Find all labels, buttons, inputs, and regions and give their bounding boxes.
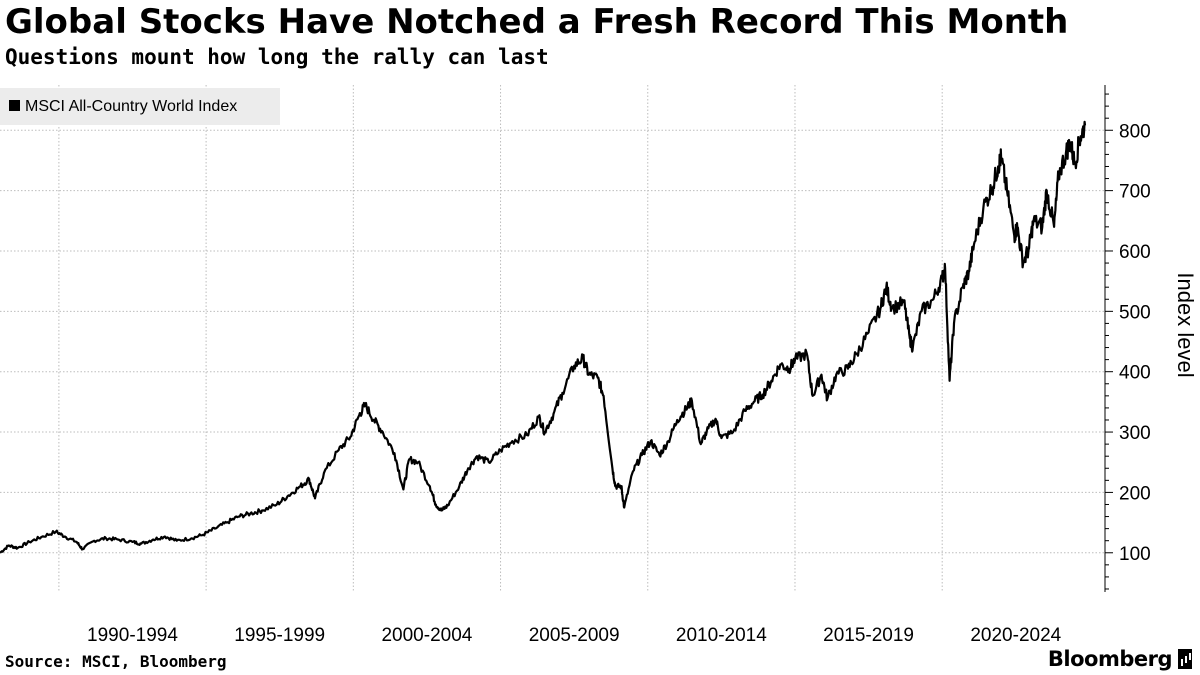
x-tick-label: 1995-1999 [234, 625, 325, 645]
y-axis-title: Index level [1173, 272, 1198, 377]
line-chart: MSCI All-Country World Index 100 200 300 40… [0, 85, 1198, 645]
x-tick-label: 2015-2019 [823, 625, 914, 645]
x-tick-label: 2010-2014 [676, 625, 767, 645]
y-axis: 100 200 300 400 500 600 700 800 [1104, 85, 1151, 592]
y-tick-label: 100 [1119, 544, 1151, 565]
chart-gridlines [0, 85, 1105, 592]
x-tick-label: 2020-2024 [970, 625, 1061, 645]
x-axis-labels: 1990-1994 1995-1999 2000-2004 2005-2009 2010… [87, 625, 1062, 645]
y-tick-label: 800 [1119, 121, 1151, 142]
y-tick-label: 500 [1119, 302, 1151, 323]
brand-wordmark: Bloomberg [1047, 647, 1173, 671]
series-line-msci-acwi [0, 120, 1087, 554]
chart-legend: MSCI All-Country World Index [0, 88, 280, 125]
legend-background [0, 88, 280, 125]
chart-title: Global Stocks Have Notched a Fresh Recor… [5, 2, 1069, 42]
bloomberg-logo: Bloomberg [1048, 647, 1192, 671]
y-tick-label: 200 [1119, 483, 1151, 504]
y-tick-label: 400 [1119, 363, 1151, 384]
y-tick-label: 600 [1119, 242, 1151, 263]
chart-subtitle: Questions mount how long the rally can l… [5, 45, 549, 69]
y-tick-label: 300 [1119, 423, 1151, 444]
series-layer [0, 120, 1087, 554]
y-tick-label: 700 [1119, 182, 1151, 203]
x-tick-label: 2000-2004 [381, 625, 472, 645]
source-note: Source: MSCI, Bloomberg [5, 652, 227, 671]
x-tick-label: 1990-1994 [87, 625, 178, 645]
bloomberg-chart-icon [1178, 649, 1192, 669]
legend-swatch [9, 100, 20, 111]
x-tick-label: 2005-2009 [529, 625, 620, 645]
legend-label: MSCI All-Country World Index [25, 98, 237, 115]
